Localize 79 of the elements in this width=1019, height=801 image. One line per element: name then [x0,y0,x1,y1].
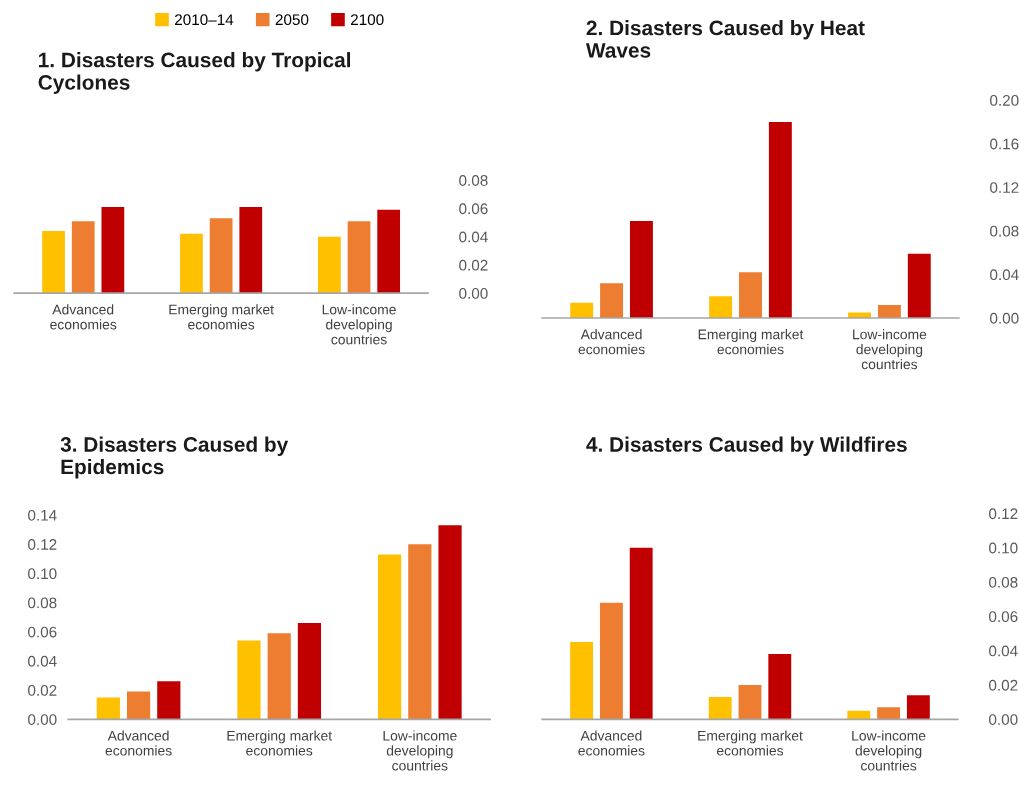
y-tick-label: 0.16 [990,138,1019,150]
y-tick-label: 0.04 [28,655,57,667]
bar [877,707,900,720]
x-tick-label: Emerging market economies [698,329,804,355]
y-tick-label: 0.12 [28,539,57,550]
bar [126,691,151,720]
y-tick-label: 0.04 [990,269,1019,281]
bar [237,640,261,720]
legend-label: 2010–14 [175,14,234,26]
x-tick-label: Advanced economies [50,304,117,330]
y-tick-label: 0.14 [28,509,57,521]
bar [96,697,120,720]
bar [708,697,732,720]
y-tick-label: 0.08 [28,597,57,609]
y-tick-label: 0.00 [459,288,488,299]
y-tick-label: 0.00 [989,714,1018,725]
y-tick-label: 0.10 [28,568,57,580]
bar [377,554,402,720]
chart-title: 4. Disasters Caused by Wildfires [586,436,907,456]
bar [629,547,653,720]
y-tick-label: 0.06 [28,626,57,638]
bar [768,121,792,318]
y-tick-label: 0.00 [28,714,57,725]
y-tick-label: 0.08 [459,175,488,186]
bar [101,207,125,294]
bar [768,654,792,720]
bar [267,633,291,720]
bar [629,221,653,318]
chart-title: 3. Disasters Caused by Epidemics [60,436,289,479]
x-tick-label: Low-income developing countries [852,730,926,771]
bar [408,544,432,720]
bar [297,623,322,720]
y-tick-label: 0.04 [989,645,1018,657]
chart-title: 1. Disasters Caused by Tropical Cyclones [38,52,351,94]
y-tick-label: 0.02 [989,679,1018,691]
y-tick-label: 0.12 [990,182,1019,193]
chart-title: 2. Disasters Caused by Heat Waves [585,20,865,58]
bar [71,221,95,294]
y-tick-label: 0.20 [990,94,1019,106]
bar [239,207,263,294]
y-tick-label: 0.06 [989,611,1018,623]
y-tick-label: 0.12 [989,508,1018,520]
bar [318,236,341,294]
bar [180,233,203,294]
bar [738,684,762,720]
bar [157,681,181,720]
bar [347,221,371,294]
x-tick-label: Emerging market economies [169,304,274,330]
y-tick-label: 0.08 [990,225,1019,237]
x-tick-label: Advanced economies [578,329,645,355]
bar [907,253,931,318]
x-tick-label: Emerging market economies [227,730,332,756]
y-tick-label: 0.06 [459,203,488,215]
legend-label: 2100 [350,14,384,26]
bar [877,304,901,318]
x-tick-label: Low-income developing countries [322,304,396,345]
y-tick-label: 0.02 [28,684,57,696]
y-tick-label: 0.10 [989,542,1018,554]
bar [600,283,624,318]
bar [209,218,233,294]
bar [709,296,733,318]
y-tick-label: 0.00 [990,312,1019,324]
bar [599,602,623,720]
bar [739,272,762,318]
bar [906,695,930,720]
x-tick-label: Advanced economies [105,730,172,756]
y-tick-label: 0.02 [459,259,488,271]
bar [377,209,401,294]
legend-label: 2050 [275,14,309,26]
x-tick-label: Emerging market economies [698,730,803,756]
y-tick-label: 0.04 [459,231,488,243]
x-tick-label: Low-income developing countries [853,329,927,370]
bar [570,302,594,318]
x-tick-label: Low-income developing countries [383,730,457,771]
x-tick-label: Advanced economies [578,730,645,756]
y-tick-label: 0.08 [989,576,1018,588]
bar [438,525,462,720]
bar [42,231,65,294]
bar [570,642,594,720]
